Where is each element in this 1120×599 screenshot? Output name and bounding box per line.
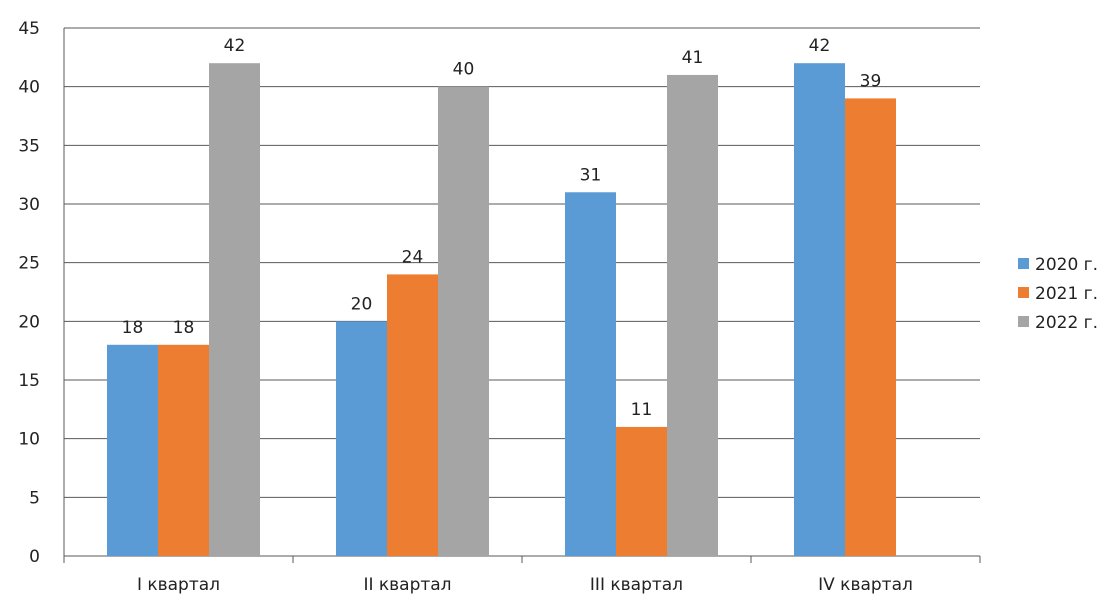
data-label: 41 — [682, 48, 704, 68]
bar — [209, 63, 260, 556]
x-category-label: IV квартал — [818, 575, 913, 595]
legend-label: 2020 г. — [1035, 255, 1098, 275]
legend-swatch — [1018, 287, 1029, 298]
y-tick-label: 15 — [18, 371, 40, 391]
data-label: 39 — [860, 71, 882, 91]
legend-swatch — [1018, 316, 1029, 327]
bar — [438, 86, 489, 557]
bar — [387, 274, 438, 556]
y-tick-label: 35 — [18, 136, 40, 156]
data-label: 42 — [809, 36, 831, 56]
legend-label: 2021 г. — [1035, 284, 1098, 304]
bars — [107, 63, 896, 557]
y-tick-label: 40 — [18, 78, 40, 98]
axes: 0 5 10 15 20 25 30 35 40 45 I квартал II квартал III… — [18, 19, 981, 595]
x-category-label: I квартал — [137, 575, 220, 595]
data-label: 18 — [122, 318, 144, 338]
data-label: 20 — [351, 294, 373, 314]
bar — [158, 344, 209, 556]
legend: 2020 г. 2021 г. 2022 г. — [1018, 255, 1098, 333]
bar — [667, 74, 718, 556]
bar — [794, 63, 845, 556]
x-category-label: II квартал — [363, 575, 451, 595]
y-tick-label: 5 — [29, 488, 40, 508]
data-label: 42 — [224, 36, 246, 56]
x-category-label: III квартал — [590, 575, 683, 595]
data-labels: 18 18 42 20 24 40 31 11 41 42 39 — [122, 36, 882, 420]
y-tick-label: 45 — [18, 19, 40, 39]
legend-swatch — [1018, 258, 1029, 269]
y-tick-label: 30 — [18, 195, 40, 215]
bar — [616, 426, 667, 556]
bar — [845, 98, 896, 557]
y-tick-label: 10 — [18, 430, 40, 450]
y-tick-label: 20 — [18, 312, 40, 332]
y-tick-label: 0 — [29, 547, 40, 567]
bar — [336, 321, 387, 556]
data-label: 40 — [453, 60, 475, 80]
data-label: 24 — [402, 247, 424, 267]
y-tick-label: 25 — [18, 254, 40, 274]
data-label: 11 — [631, 400, 653, 420]
data-label: 18 — [173, 318, 195, 338]
bar — [565, 192, 616, 556]
legend-label: 2022 г. — [1035, 313, 1098, 333]
data-label: 31 — [580, 165, 602, 185]
bar — [107, 344, 158, 556]
